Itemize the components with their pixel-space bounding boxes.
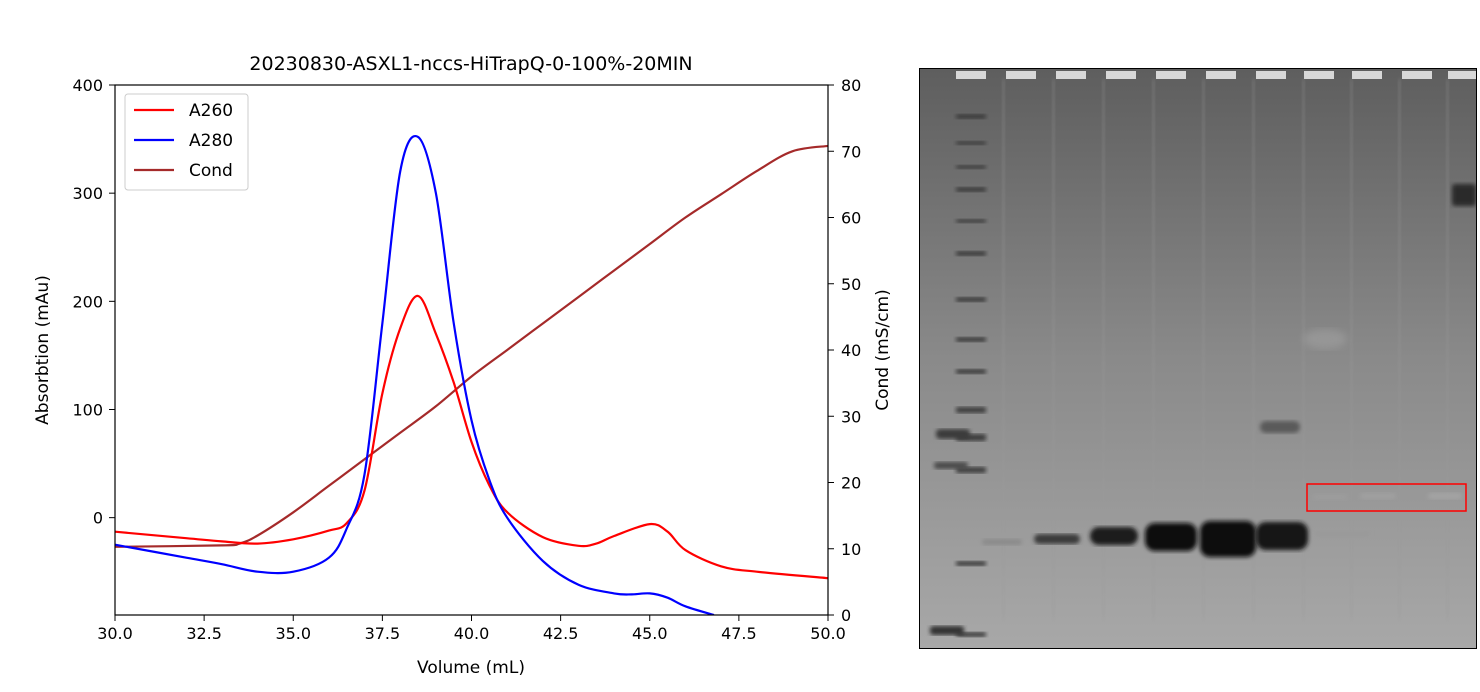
protein-band xyxy=(1256,522,1308,550)
chromatogram-chart: 20230830-ASXL1-nccs-HiTrapQ-0-100%-20MIN… xyxy=(33,53,893,678)
ladder-band xyxy=(956,114,986,119)
ladder-band xyxy=(956,141,986,145)
gel-lane-edge xyxy=(1350,79,1353,619)
gel-well xyxy=(1352,71,1382,79)
gel-well xyxy=(1402,71,1432,79)
gel-well xyxy=(1006,71,1036,79)
protein-band xyxy=(1314,531,1370,537)
x-tick-label: 40.0 xyxy=(454,624,490,643)
gel-well xyxy=(1304,71,1334,79)
highlight-box xyxy=(1306,483,1467,512)
protein-band xyxy=(1260,421,1300,433)
x-tick-label: 45.0 xyxy=(632,624,668,643)
x-tick-label: 35.0 xyxy=(275,624,311,643)
ladder-band xyxy=(934,462,968,469)
y-tick-label: 200 xyxy=(72,292,103,311)
x-tick-label: 50.0 xyxy=(810,624,846,643)
gel-well xyxy=(1206,71,1236,79)
gel-lane-edge xyxy=(1102,79,1105,619)
ladder-band xyxy=(930,626,964,635)
x-tick-label: 42.5 xyxy=(543,624,579,643)
gel-well xyxy=(956,71,986,79)
y-tick-label: 100 xyxy=(72,400,103,419)
gel-lane-edge xyxy=(1202,79,1205,619)
legend-label: Cond xyxy=(189,161,233,181)
series-line-a280 xyxy=(115,134,715,615)
x-axis-label: Volume (mL) xyxy=(417,658,525,678)
gel-well xyxy=(1106,71,1136,79)
gel-lane-edge xyxy=(1002,79,1005,619)
y2-tick-label: 60 xyxy=(841,209,861,228)
protein-band xyxy=(1034,534,1080,544)
ladder-band xyxy=(956,251,986,256)
legend: A260 A280 Cond xyxy=(124,93,249,191)
y2-tick-label: 70 xyxy=(841,142,861,161)
gel-well xyxy=(1256,71,1286,79)
series-line-a260 xyxy=(115,294,828,580)
protein-band xyxy=(1200,521,1256,557)
protein-band xyxy=(1090,527,1138,545)
ladder-band xyxy=(956,165,986,169)
protein-band xyxy=(1312,494,1348,500)
y2-tick-label: 80 xyxy=(841,76,861,95)
x-tick-label: 47.5 xyxy=(721,624,757,643)
y2-tick-label: 20 xyxy=(841,474,861,493)
y2-tick-label: 50 xyxy=(841,275,861,294)
y2-tick-label: 30 xyxy=(841,407,861,426)
y-axis-label: Absorbtion (mAu) xyxy=(33,275,53,425)
gel-image xyxy=(919,68,1477,649)
y-tick-label: 300 xyxy=(72,184,103,203)
y-tick-label: 0 xyxy=(93,509,103,528)
x-tick-label: 30.0 xyxy=(97,624,133,643)
gel-smear xyxy=(1303,329,1347,349)
protein-band xyxy=(982,539,1022,545)
ladder-band xyxy=(956,297,986,302)
ladder-band xyxy=(936,429,970,439)
ladder-band xyxy=(956,369,986,374)
ladder-band xyxy=(956,407,986,413)
gel-lane-edge xyxy=(1302,79,1305,619)
y2-tick-label: 10 xyxy=(841,540,861,559)
y2-tick-label: 40 xyxy=(841,341,861,360)
edge-band xyxy=(1452,184,1476,206)
y2-tick-label: 0 xyxy=(841,606,851,625)
x-tick-label: 32.5 xyxy=(186,624,222,643)
chart-title: 20230830-ASXL1-nccs-HiTrapQ-0-100%-20MIN xyxy=(249,53,692,75)
ladder-band xyxy=(956,219,986,223)
protein-band xyxy=(1428,493,1462,499)
ladder-band xyxy=(956,187,986,192)
ladder-band xyxy=(956,561,986,566)
gel-background xyxy=(920,69,1476,648)
y2-axis-label: Cond (mS/cm) xyxy=(873,289,893,411)
protein-band xyxy=(1145,523,1197,551)
gel-lane-edge xyxy=(1446,79,1449,619)
gel-lane-edge xyxy=(1152,79,1155,619)
ladder-band xyxy=(956,337,986,342)
gel-lane-edge xyxy=(1252,79,1255,619)
protein-band xyxy=(1360,493,1396,499)
gel-well xyxy=(1056,71,1086,79)
x-tick-label: 37.5 xyxy=(365,624,401,643)
gel-well xyxy=(1448,71,1476,79)
gel-lane-edge xyxy=(1398,79,1401,619)
gel-lane-edge xyxy=(1052,79,1055,619)
gel-well xyxy=(1156,71,1186,79)
series-line-cond xyxy=(115,144,828,548)
legend-label: A280 xyxy=(189,131,233,151)
y-tick-label: 400 xyxy=(72,76,103,95)
legend-label: A260 xyxy=(189,101,233,121)
